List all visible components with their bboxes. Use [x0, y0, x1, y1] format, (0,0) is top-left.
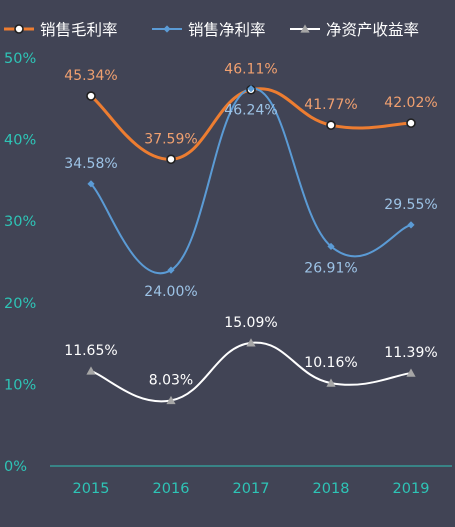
data-label: 11.65%: [64, 343, 117, 359]
data-label: 34.58%: [64, 156, 117, 172]
legend-item: 销售毛利率: [4, 21, 118, 39]
data-label: 26.91%: [304, 260, 357, 276]
data-labels: 45.34% 37.59% 46.11% 41.77% 42.02% 34.58% 24.0…: [64, 62, 437, 389]
y-tick-label: 40%: [4, 133, 36, 149]
y-tick-label: 20%: [4, 296, 36, 312]
data-label: 8.03%: [149, 372, 193, 388]
legend-item: 净资产收益率: [290, 21, 419, 39]
data-label: 24.00%: [144, 284, 197, 300]
data-point: [326, 120, 336, 130]
legend-marker: [163, 25, 171, 33]
data-label: 45.34%: [64, 68, 117, 84]
data-label: 29.55%: [384, 197, 437, 213]
data-label: 46.24%: [224, 103, 277, 119]
legend-marker: [300, 24, 310, 33]
data-label: 11.39%: [384, 345, 437, 361]
data-point: [246, 338, 256, 347]
y-tick-label: 50%: [4, 51, 36, 67]
x-tick-label: 2015: [73, 481, 110, 497]
y-tick-label: 0%: [4, 459, 27, 475]
data-point: [406, 118, 416, 128]
x-tick-label: 2017: [233, 481, 270, 497]
data-point: [166, 395, 176, 405]
legend-label: 销售净利率: [188, 21, 266, 39]
data-point: [86, 91, 96, 101]
data-point: [406, 368, 416, 377]
data-point: [247, 85, 255, 93]
series-markers: [86, 84, 416, 405]
data-label: 37.59%: [144, 131, 197, 147]
data-label: 41.77%: [304, 97, 357, 113]
data-label: 46.11%: [224, 62, 277, 78]
legend-marker: [14, 24, 24, 34]
data-point: [86, 366, 96, 375]
data-point: [166, 154, 176, 165]
legend-label: 净资产收益率: [326, 21, 419, 39]
legend-label: 销售毛利率: [40, 21, 118, 39]
x-tick-label: 2018: [313, 481, 350, 497]
y-tick-label: 10%: [4, 377, 36, 393]
data-label: 15.09%: [224, 315, 277, 331]
legend-item: 销售净利率: [152, 21, 266, 39]
series-line: [89, 87, 413, 161]
data-label: 42.02%: [384, 95, 437, 111]
data-point: [87, 180, 95, 188]
x-axis: 2015 2016 2017 2018 2019: [50, 465, 452, 497]
data-point: [327, 242, 335, 251]
series-lines: [89, 87, 413, 403]
y-tick-label: 30%: [4, 214, 36, 230]
y-axis: 0% 10% 20% 30% 40% 50%: [4, 51, 36, 475]
x-tick-label: 2016: [153, 481, 190, 497]
legend: 销售毛利率 销售净利率 净资产收益率: [4, 21, 419, 39]
data-point: [167, 266, 175, 274]
data-label: 10.16%: [304, 355, 357, 371]
x-tick-label: 2019: [393, 481, 430, 497]
data-point: [407, 221, 415, 229]
series-line: [90, 341, 412, 403]
data-point: [326, 378, 336, 387]
